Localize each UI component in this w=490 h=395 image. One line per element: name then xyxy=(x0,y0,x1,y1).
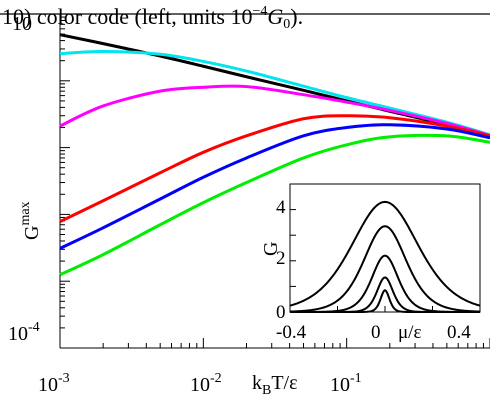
inset-x-axis-label: μ/ε xyxy=(398,322,421,343)
inset-y-tick-0: 0 xyxy=(276,302,286,323)
main-plot xyxy=(59,13,490,349)
inset-curve-2 xyxy=(289,225,481,313)
caption-g: G xyxy=(267,4,283,29)
inset-curve-1 xyxy=(289,200,481,307)
series-line-2 xyxy=(59,49,490,137)
caption-fragment: 10) color code (left, units 10 xyxy=(2,4,253,29)
series-line-4 xyxy=(59,114,490,223)
inset-x-tick-0: 0 xyxy=(371,322,381,343)
inset-plot: 0 2 4 G -0.4 0 0.4 μ/ε xyxy=(260,183,481,343)
inset-y-tick-2: 2 xyxy=(276,248,286,269)
inset-y-axis-label: G xyxy=(260,242,282,256)
inset-y-tick-4: 4 xyxy=(276,197,286,218)
x-tick-label-1e-1: 10-1 xyxy=(330,371,362,395)
inset-curve-5 xyxy=(290,289,480,313)
caption-exponent: −4 xyxy=(253,4,268,19)
inset-series xyxy=(289,200,481,313)
caption-text: 10) color code (left, units 10−4G0). xyxy=(2,4,303,32)
y-tick-labels: 10-4 10 xyxy=(8,13,40,345)
series-line-3 xyxy=(59,84,490,137)
inset-frame xyxy=(289,183,481,313)
series-line-5 xyxy=(59,123,490,250)
x-axis-label: kBT/ε xyxy=(252,372,298,395)
x-tick-labels: 10-3 10-2 10-1 xyxy=(38,371,362,395)
y-axis-label: Gmax xyxy=(18,201,43,240)
caption-end: ). xyxy=(290,4,303,29)
y-tick-label-1e-4: 10-4 xyxy=(8,320,40,345)
main-series xyxy=(59,33,490,277)
x-tick-label-1e-2: 10-2 xyxy=(190,371,222,395)
y-tick-label-10: 10 xyxy=(12,13,32,35)
x-tick-label-1e-3: 10-3 xyxy=(38,371,70,395)
caption-sub: 0 xyxy=(283,17,290,32)
main-ticks xyxy=(59,13,490,349)
inset-x-tick-04: 0.4 xyxy=(447,322,471,343)
series-line-6 xyxy=(59,133,490,277)
inset-x-tick-neg04: -0.4 xyxy=(276,322,307,343)
